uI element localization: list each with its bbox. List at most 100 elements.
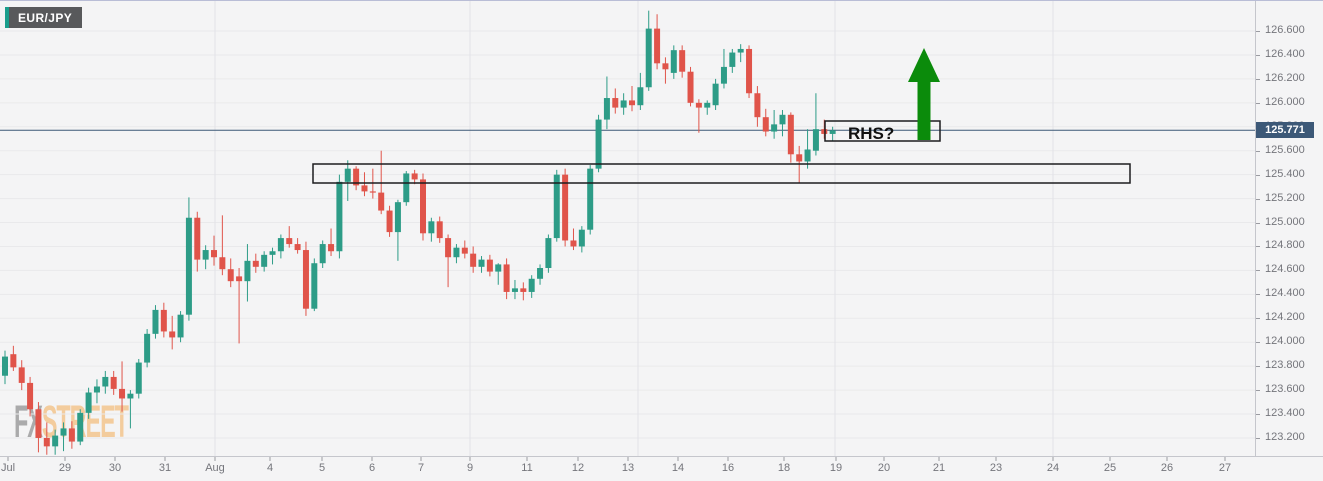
support-resistance-box[interactable] bbox=[312, 163, 1131, 184]
candle-body[interactable] bbox=[503, 264, 510, 292]
candle-body[interactable] bbox=[520, 288, 527, 292]
candle-body[interactable] bbox=[378, 192, 385, 211]
candle-body[interactable] bbox=[829, 130, 836, 134]
candle-body[interactable] bbox=[612, 98, 619, 108]
candle-body[interactable] bbox=[445, 238, 452, 258]
candle-body[interactable] bbox=[211, 250, 217, 258]
candle-body[interactable] bbox=[771, 124, 778, 132]
candle-body[interactable] bbox=[177, 314, 184, 338]
candle-body[interactable] bbox=[93, 386, 100, 393]
candle-body[interactable] bbox=[436, 221, 443, 239]
candle-body[interactable] bbox=[52, 435, 59, 447]
candle-body[interactable] bbox=[386, 210, 393, 233]
candle-body[interactable] bbox=[528, 278, 535, 292]
candle-body[interactable] bbox=[361, 185, 368, 192]
candle-body[interactable] bbox=[737, 48, 744, 53]
candle-body[interactable] bbox=[35, 409, 42, 438]
candle-body[interactable] bbox=[461, 247, 468, 254]
candle-body[interactable] bbox=[319, 244, 326, 264]
candle-body[interactable] bbox=[219, 257, 226, 270]
candle-body[interactable] bbox=[511, 288, 518, 292]
candle-body[interactable] bbox=[729, 52, 736, 67]
candle-body[interactable] bbox=[27, 382, 34, 410]
candle-body[interactable] bbox=[570, 240, 577, 247]
candle-body[interactable] bbox=[403, 173, 410, 203]
candle-body[interactable] bbox=[779, 114, 786, 125]
candle-body[interactable] bbox=[654, 28, 661, 64]
candle-body[interactable] bbox=[394, 202, 401, 233]
up-arrow-drawing[interactable] bbox=[908, 48, 940, 140]
candle-body[interactable] bbox=[127, 393, 134, 399]
candle-body[interactable] bbox=[353, 168, 360, 186]
candle-body[interactable] bbox=[545, 238, 552, 269]
candle-body[interactable] bbox=[135, 362, 142, 394]
candle-body[interactable] bbox=[629, 100, 635, 106]
candle-body[interactable] bbox=[18, 367, 25, 383]
candle-body[interactable] bbox=[369, 191, 376, 193]
candle-body[interactable] bbox=[336, 181, 343, 252]
candle-body[interactable] bbox=[679, 50, 686, 72]
candle-body[interactable] bbox=[144, 333, 151, 363]
candle-body[interactable] bbox=[695, 102, 702, 108]
candle-body[interactable] bbox=[670, 50, 677, 73]
candle-body[interactable] bbox=[495, 264, 502, 272]
price-axis[interactable]: 125.771 126.600 126.400 126.200 126.000 125.… bbox=[1255, 1, 1323, 456]
symbol-badge[interactable]: EUR/JPY bbox=[5, 7, 83, 28]
candle-body[interactable] bbox=[252, 260, 259, 267]
candle-body[interactable] bbox=[486, 259, 493, 272]
candle-body[interactable] bbox=[110, 376, 117, 389]
rhs-annotation-box[interactable] bbox=[824, 120, 941, 142]
candle-body[interactable] bbox=[185, 217, 192, 315]
candle-body[interactable] bbox=[428, 221, 435, 234]
candle-body[interactable] bbox=[160, 309, 167, 332]
candle-body[interactable] bbox=[328, 244, 335, 252]
candle-body[interactable] bbox=[553, 174, 560, 239]
candle-body[interactable] bbox=[244, 260, 251, 282]
candle-body[interactable] bbox=[277, 238, 284, 252]
candle-body[interactable] bbox=[478, 259, 485, 267]
candle-body[interactable] bbox=[620, 100, 627, 108]
candle-body[interactable] bbox=[812, 129, 819, 151]
candle-body[interactable] bbox=[60, 428, 67, 436]
candle-body[interactable] bbox=[119, 388, 126, 399]
time-axis[interactable]: Jul 29 30 31 Aug 4 5 6 7 9 11 12 13 14 16 18 19 20 21 23 24 2… bbox=[0, 456, 1323, 481]
candle-body[interactable] bbox=[102, 376, 109, 387]
candle-body[interactable] bbox=[169, 331, 176, 338]
candle-body[interactable] bbox=[787, 114, 794, 155]
candle-body[interactable] bbox=[470, 253, 477, 267]
candle-body[interactable] bbox=[587, 168, 594, 230]
candle-body[interactable] bbox=[662, 63, 669, 70]
candle-body[interactable] bbox=[762, 117, 769, 132]
candle-body[interactable] bbox=[85, 392, 92, 413]
candle-body[interactable] bbox=[77, 412, 84, 442]
candle-body[interactable] bbox=[637, 87, 644, 106]
candle-body[interactable] bbox=[2, 356, 8, 376]
candle-body[interactable] bbox=[261, 254, 268, 267]
candles-group[interactable] bbox=[2, 10, 836, 455]
candle-body[interactable] bbox=[10, 354, 17, 368]
candle-body[interactable] bbox=[68, 428, 75, 442]
candle-body[interactable] bbox=[294, 244, 301, 251]
candle-body[interactable] bbox=[595, 119, 602, 169]
candle-body[interactable] bbox=[537, 268, 544, 279]
candle-body[interactable] bbox=[420, 179, 426, 234]
candlestick-canvas[interactable]: RHS? bbox=[0, 1, 1255, 456]
candle-body[interactable] bbox=[152, 309, 159, 334]
candle-body[interactable] bbox=[804, 149, 811, 162]
candle-body[interactable] bbox=[720, 66, 727, 84]
candle-body[interactable] bbox=[704, 102, 711, 108]
candle-body[interactable] bbox=[754, 93, 761, 118]
candle-body[interactable] bbox=[344, 168, 351, 182]
candle-body[interactable] bbox=[269, 251, 276, 255]
candle-body[interactable] bbox=[562, 174, 569, 241]
candle-body[interactable] bbox=[603, 98, 610, 120]
candle-body[interactable] bbox=[311, 263, 318, 309]
candle-body[interactable] bbox=[227, 269, 234, 282]
candle-body[interactable] bbox=[796, 154, 803, 162]
candle-body[interactable] bbox=[645, 28, 652, 88]
candle-body[interactable] bbox=[194, 217, 201, 260]
candle-body[interactable] bbox=[302, 250, 309, 309]
candle-body[interactable] bbox=[286, 238, 293, 245]
candle-body[interactable] bbox=[43, 437, 50, 447]
candle-body[interactable] bbox=[236, 276, 243, 282]
